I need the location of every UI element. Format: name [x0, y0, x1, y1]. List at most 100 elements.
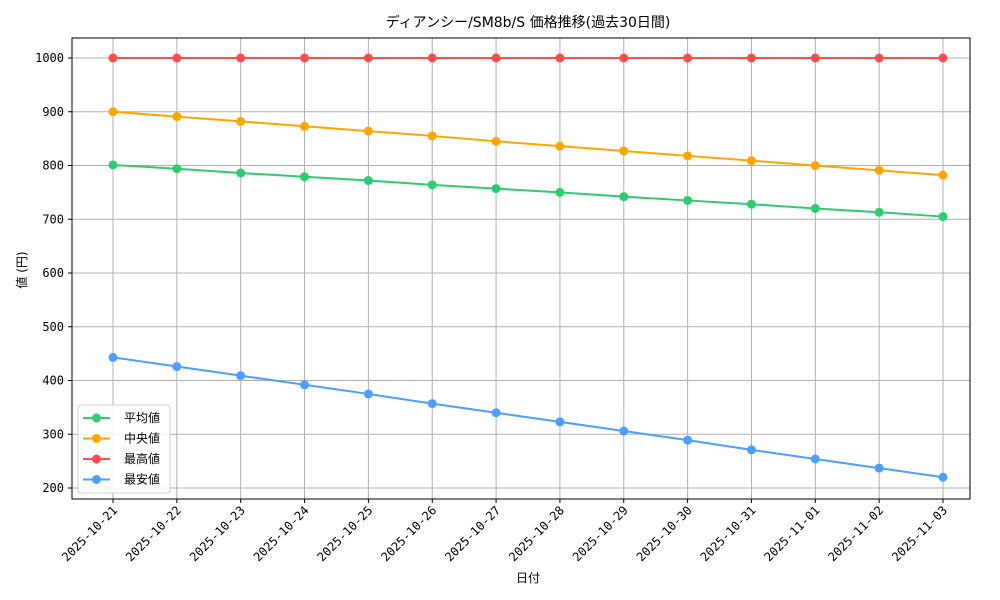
- data-point: [938, 212, 948, 222]
- y-tick-label: 200: [42, 481, 64, 495]
- series-line: [108, 160, 948, 222]
- series-path: [112, 110, 944, 177]
- x-tick-label: 2025-11-02: [825, 503, 886, 564]
- data-point: [427, 180, 437, 190]
- x-tick-label: 2025-10-24: [251, 503, 312, 564]
- data-point: [746, 156, 756, 166]
- legend-label: 最高値: [124, 451, 160, 466]
- data-point: [363, 176, 373, 186]
- x-tick-label: 2025-10-21: [59, 503, 120, 564]
- y-axis-ticks: 200 300 400 500 600 700 800 900 1000: [35, 51, 72, 495]
- data-point: [108, 53, 118, 63]
- x-axis-ticks: 2025-10-21 2025-10-22 2025-10-23 2025-10-24…: [59, 499, 950, 564]
- legend-label: 平均値: [124, 410, 160, 425]
- x-tick-label: 2025-10-22: [123, 503, 184, 564]
- data-point: [746, 199, 756, 209]
- data-point: [683, 151, 693, 161]
- data-point: [810, 161, 820, 170]
- series-line: [108, 107, 948, 180]
- data-point: [619, 426, 629, 436]
- data-point: [236, 116, 246, 126]
- data-point: [810, 204, 820, 213]
- plot-area-frame: [71, 37, 971, 500]
- data-point: [236, 371, 246, 381]
- legend-box: [77, 404, 171, 494]
- data-point: [108, 160, 118, 170]
- data-point: [427, 53, 437, 63]
- data-point: [683, 195, 693, 205]
- series-path: [112, 163, 944, 218]
- data-point: [555, 141, 565, 151]
- y-tick-label: 400: [42, 374, 64, 388]
- data-point: [746, 53, 756, 63]
- data-point: [236, 53, 246, 63]
- data-point: [300, 380, 310, 390]
- data-point: [363, 126, 373, 136]
- y-axis-title: 値 (円): [14, 251, 29, 288]
- data-point: [938, 53, 948, 63]
- data-point: [363, 389, 373, 399]
- y-tick-label: 800: [42, 159, 64, 173]
- data-point: [555, 53, 565, 63]
- legend-swatch-marker: [92, 413, 101, 423]
- y-tick-label: 300: [42, 427, 64, 441]
- data-point: [491, 136, 501, 146]
- data-point: [172, 164, 182, 174]
- data-point: [683, 435, 693, 445]
- data-point: [874, 165, 884, 175]
- legend-label: 中央値: [124, 431, 160, 446]
- legend-swatch-marker: [92, 475, 101, 484]
- data-point: [874, 463, 884, 473]
- y-tick-label: 1000: [35, 51, 64, 65]
- x-tick-label: 2025-10-25: [315, 503, 376, 564]
- data-point: [874, 207, 884, 217]
- data-point: [619, 192, 629, 202]
- data-point: [172, 53, 182, 63]
- x-tick-label: 2025-10-28: [506, 503, 567, 564]
- data-point: [108, 352, 118, 362]
- y-tick-label: 600: [42, 266, 64, 280]
- series-line: [108, 352, 948, 482]
- x-tick-label: 2025-11-01: [761, 503, 822, 564]
- legend-swatch-marker: [92, 434, 101, 443]
- data-point: [938, 472, 948, 482]
- x-tick-label: 2025-10-23: [187, 503, 248, 564]
- data-point: [746, 445, 756, 455]
- x-axis-title: 日付: [516, 571, 540, 585]
- x-tick-label: 2025-11-03: [889, 503, 950, 564]
- data-point: [491, 184, 501, 194]
- data-point: [427, 399, 437, 409]
- data-point: [108, 107, 118, 117]
- y-tick-label: 500: [42, 320, 64, 334]
- series-path: [112, 356, 944, 479]
- chart-title: ディアンシー/SM8b/S 価格推移(過去30日間): [386, 14, 671, 31]
- data-point: [619, 146, 629, 156]
- data-point: [619, 53, 629, 63]
- y-tick-label: 700: [42, 212, 64, 226]
- data-point: [236, 168, 246, 178]
- data-point: [938, 170, 948, 180]
- data-point: [300, 172, 310, 182]
- data-point: [491, 53, 501, 63]
- grid-lines: [72, 38, 970, 499]
- data-series: [108, 53, 948, 482]
- data-point: [810, 454, 820, 464]
- data-point: [810, 53, 820, 63]
- data-point: [172, 112, 182, 122]
- y-tick-label: 900: [42, 105, 64, 119]
- legend-swatch-marker: [92, 454, 101, 464]
- series-line: [108, 53, 948, 63]
- data-point: [363, 53, 373, 63]
- x-tick-label: 2025-10-30: [634, 503, 695, 564]
- data-point: [874, 53, 884, 63]
- data-point: [491, 408, 501, 418]
- data-point: [683, 53, 693, 63]
- data-point: [555, 187, 565, 197]
- data-point: [300, 53, 310, 63]
- data-point: [427, 131, 437, 141]
- data-point: [172, 362, 182, 372]
- legend-label: 最安値: [124, 472, 160, 487]
- data-point: [300, 121, 310, 131]
